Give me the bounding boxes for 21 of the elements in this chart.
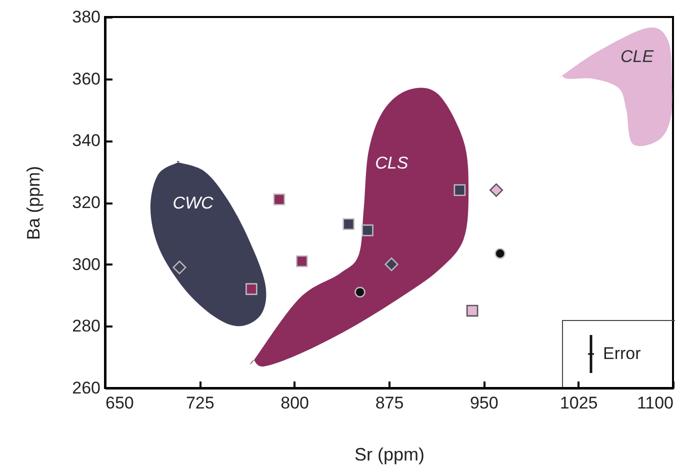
series-label: CLS: [375, 153, 409, 172]
key-box: Error: [562, 320, 675, 387]
x-tick-label: 800: [280, 394, 310, 412]
y-tick-label: 340: [72, 131, 100, 150]
series-label: CWC: [172, 193, 214, 212]
x-tick-label: 1100: [636, 394, 674, 412]
x-tick-label: 725: [186, 394, 214, 412]
annotation: Error: [603, 344, 641, 364]
x-tick-label: 875: [375, 394, 404, 412]
y-tick-label: 320: [72, 193, 100, 212]
y-tick-label: 280: [72, 316, 100, 336]
x-tick-label: 650: [106, 394, 134, 412]
x-axis-title: Sr (ppm): [354, 444, 425, 464]
y-tick-label: 360: [72, 69, 100, 88]
y-tick-label: 260: [72, 378, 100, 398]
x-tick-label: 1025: [560, 394, 598, 412]
y-tick-label: 380: [72, 8, 100, 26]
series-label: CLE: [620, 46, 654, 66]
x-tick-label: 950: [470, 394, 498, 412]
y-tick-label: 300: [72, 254, 100, 274]
y-axis-title: Ba (ppm): [24, 166, 44, 240]
